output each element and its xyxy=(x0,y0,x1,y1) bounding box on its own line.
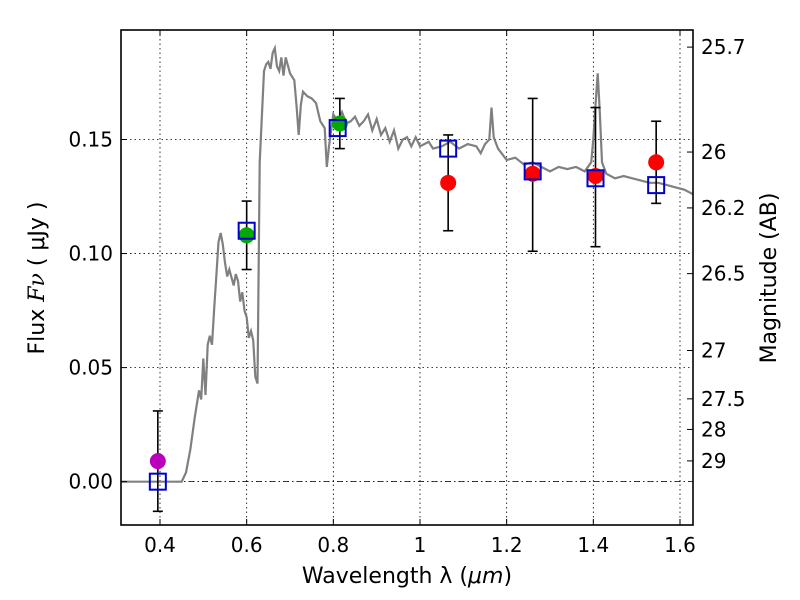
y2-tick-label: 27.5 xyxy=(701,387,746,411)
y2-tick-label: 28 xyxy=(701,417,726,441)
grid-layer xyxy=(121,30,693,525)
observed-point xyxy=(440,174,457,191)
y2-tick-label: 26 xyxy=(701,140,726,164)
y-tick-label: 0.00 xyxy=(68,470,113,494)
plot-frame xyxy=(120,29,694,526)
observed-point xyxy=(648,154,665,171)
y2-axis: 25.7 26 26.2 26.5 27 27.5 28 29 xyxy=(687,35,746,473)
observed-point xyxy=(238,227,255,244)
y2-tick-label: 27 xyxy=(701,338,726,362)
errorbar-layer xyxy=(152,97,662,513)
model-points-layer xyxy=(148,119,666,491)
model-photometry-point xyxy=(148,472,167,491)
x-tick-label: 1.4 xyxy=(577,533,609,557)
model-photometry-point xyxy=(237,221,256,240)
model-photometry-point xyxy=(523,162,542,181)
y-axis-label: Flux Fν ( μJy ) xyxy=(25,201,50,354)
x-axis: 0.4 0.6 0.8 1 1.2 1.4 1.6 xyxy=(144,30,696,557)
y-tick-label: 0.05 xyxy=(68,356,113,380)
model-photometry-point xyxy=(328,119,347,138)
x-axis-label: Wavelength λ (μm) xyxy=(302,564,512,589)
y-axis: 0.00 0.05 0.10 0.15 xyxy=(68,127,127,494)
y2-tick-label: 26.2 xyxy=(701,196,746,220)
x-tick-label: 0.6 xyxy=(231,533,263,557)
y2-axis-label: Magnitude (AB) xyxy=(757,193,782,364)
x-tick-label: 0.8 xyxy=(317,533,349,557)
x-tick-label: 1.2 xyxy=(491,533,523,557)
model-photometry-point xyxy=(586,169,605,188)
x-tick-label: 0.4 xyxy=(144,533,176,557)
observed-point xyxy=(149,453,166,470)
plot-area xyxy=(121,44,693,513)
model-photometry-point xyxy=(647,176,666,195)
y-tick-label: 0.10 xyxy=(68,242,113,266)
model-sed-line xyxy=(121,44,693,483)
y2-tick-label: 26.5 xyxy=(701,262,746,286)
y-tick-label: 0.15 xyxy=(68,127,113,151)
y2-tick-label: 29 xyxy=(701,449,726,473)
model-photometry-point xyxy=(439,139,458,158)
y2-tick-label: 25.7 xyxy=(701,35,746,59)
x-tick-label: 1.6 xyxy=(664,533,696,557)
x-tick-label: 1 xyxy=(414,533,427,557)
